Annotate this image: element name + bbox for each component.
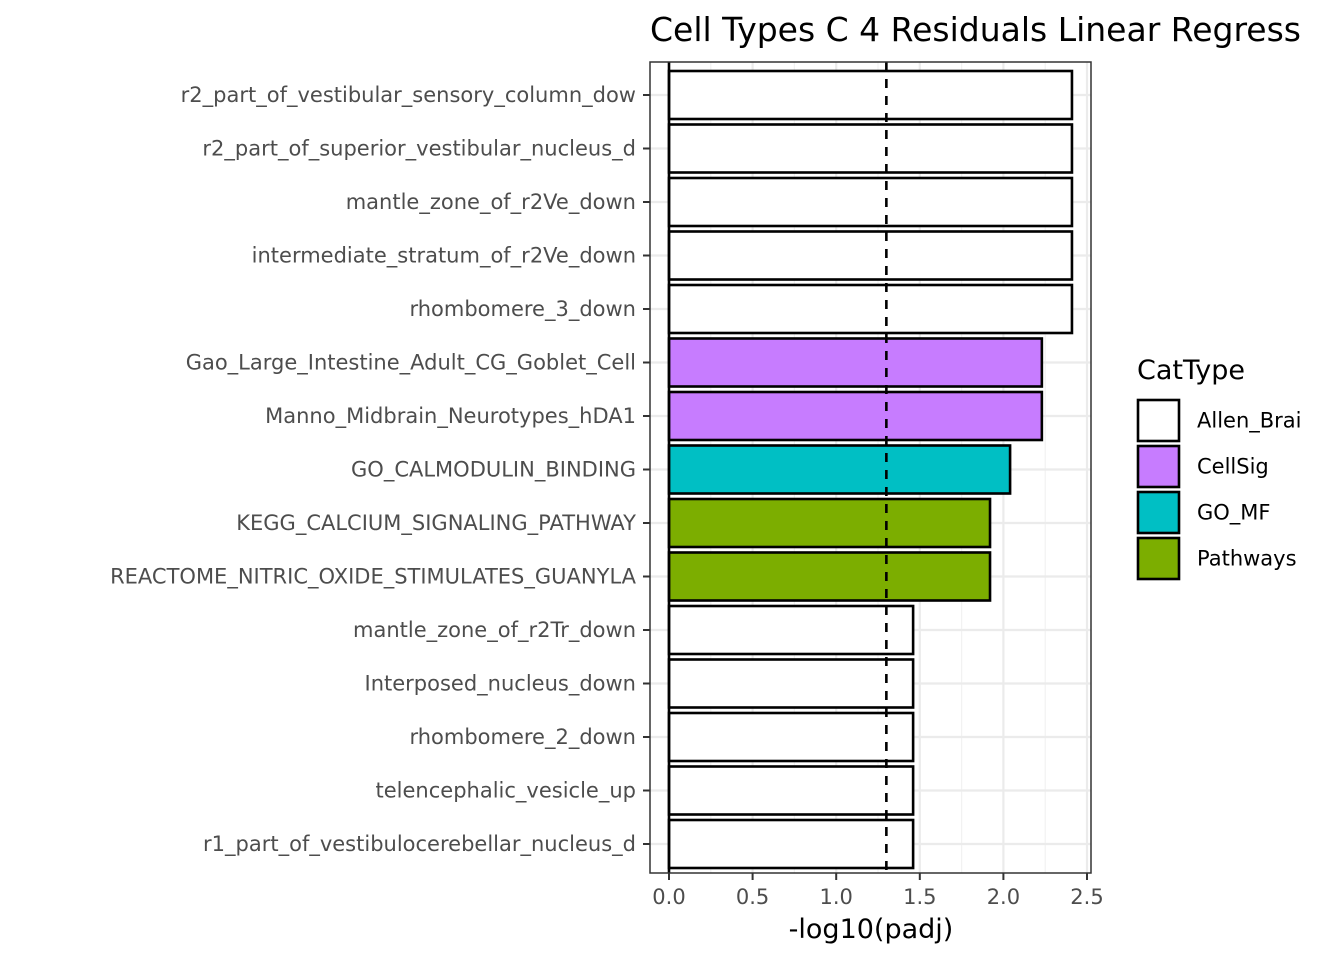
x-tick-label: 0.0 bbox=[652, 885, 685, 909]
x-axis-title: -log10(padj) bbox=[789, 914, 954, 945]
bar-telencephalic_vesicle_up bbox=[667, 765, 915, 816]
y-tick-label: REACTOME_NITRIC_OXIDE_STIMULATES_GUANYLA bbox=[110, 565, 637, 590]
y-tick-label: rhombomere_3_down bbox=[409, 297, 636, 322]
x-tick-label: 1.0 bbox=[819, 885, 852, 909]
bar-GO_CALMODULIN_BINDING bbox=[667, 444, 1012, 495]
y-tick-label: Gao_Large_Intestine_Adult_CG_Goblet_Cell bbox=[186, 351, 636, 376]
y-tick-label: mantle_zone_of_r2Ve_down bbox=[346, 190, 636, 215]
plot-panel bbox=[649, 61, 1092, 874]
bar-Gao_Large_Intestine_Adult_CG_Goblet_Cell bbox=[667, 337, 1044, 388]
legend-label: CellSig bbox=[1197, 455, 1269, 479]
chart-title: Cell Types C 4 Residuals Linear Regress bbox=[650, 10, 1301, 49]
bar-mantle_zone_of_r2Tr_down bbox=[667, 604, 915, 656]
y-tick-label: KEGG_CALCIUM_SIGNALING_PATHWAY bbox=[236, 511, 636, 536]
y-tick-label: r2_part_of_vestibular_sensory_column_dow bbox=[181, 83, 636, 108]
bar-Interposed_nucleus_down bbox=[667, 658, 915, 709]
legend-key-CellSig bbox=[1136, 444, 1181, 489]
y-tick-label: r2_part_of_superior_vestibular_nucleus_d bbox=[202, 137, 636, 162]
bar-r2_part_of_superior_vestibular_nucleus_d bbox=[667, 123, 1074, 174]
y-tick-label: GO_CALMODULIN_BINDING bbox=[351, 458, 636, 483]
bar-r2_part_of_vestibular_sensory_column_dow bbox=[667, 69, 1074, 121]
legend-key-GO_MF bbox=[1136, 490, 1181, 535]
x-tick-label: 0.5 bbox=[736, 885, 769, 909]
x-axis: 0.0 0.5 1.0 1.5 2.0 2.5 bbox=[652, 873, 1104, 909]
y-axis: r2_part_of_vestibular_sensory_column_dow… bbox=[110, 83, 650, 857]
bar-r1_part_of_vestibulocerebellar_nucleus_d bbox=[667, 818, 915, 870]
bar-KEGG_CALCIUM_SIGNALING_PATHWAY bbox=[667, 497, 992, 549]
y-tick-label: rhombomere_2_down bbox=[409, 725, 636, 750]
x-tick-label: 1.5 bbox=[903, 885, 936, 909]
x-tick-label: 2.0 bbox=[987, 885, 1020, 909]
panel-border bbox=[649, 61, 1092, 874]
y-tick-label: r1_part_of_vestibulocerebellar_nucleus_d bbox=[203, 832, 636, 857]
y-tick-label: Manno_Midbrain_Neurotypes_hDA1 bbox=[265, 404, 636, 429]
bar-intermediate_stratum_of_r2Ve_down bbox=[667, 230, 1074, 281]
legend-label: Allen_Brai bbox=[1197, 409, 1302, 434]
legend-key-Pathways bbox=[1136, 536, 1181, 581]
bar-REACTOME_NITRIC_OXIDE_STIMULATES_GUANYLA bbox=[667, 551, 992, 602]
x-tick-label: 2.5 bbox=[1070, 885, 1103, 909]
bar-Manno_Midbrain_Neurotypes_hDA1 bbox=[667, 390, 1044, 442]
y-tick-label: mantle_zone_of_r2Tr_down bbox=[353, 618, 636, 643]
legend: CatType Allen_Brai CellSig GO_MF Pathways bbox=[1136, 355, 1302, 581]
bar-rhombomere_3_down bbox=[667, 283, 1074, 335]
bar-rhombomere_2_down bbox=[667, 711, 915, 763]
legend-key-Allen_Brai bbox=[1136, 398, 1181, 443]
legend-title: CatType bbox=[1137, 355, 1245, 386]
legend-label: Pathways bbox=[1197, 547, 1297, 571]
bar-mantle_zone_of_r2Ve_down bbox=[667, 176, 1074, 228]
legend-label: GO_MF bbox=[1197, 501, 1271, 526]
y-tick-label: Interposed_nucleus_down bbox=[365, 672, 637, 697]
y-tick-label: telencephalic_vesicle_up bbox=[376, 779, 636, 804]
y-tick-label: intermediate_stratum_of_r2Ve_down bbox=[252, 244, 636, 269]
